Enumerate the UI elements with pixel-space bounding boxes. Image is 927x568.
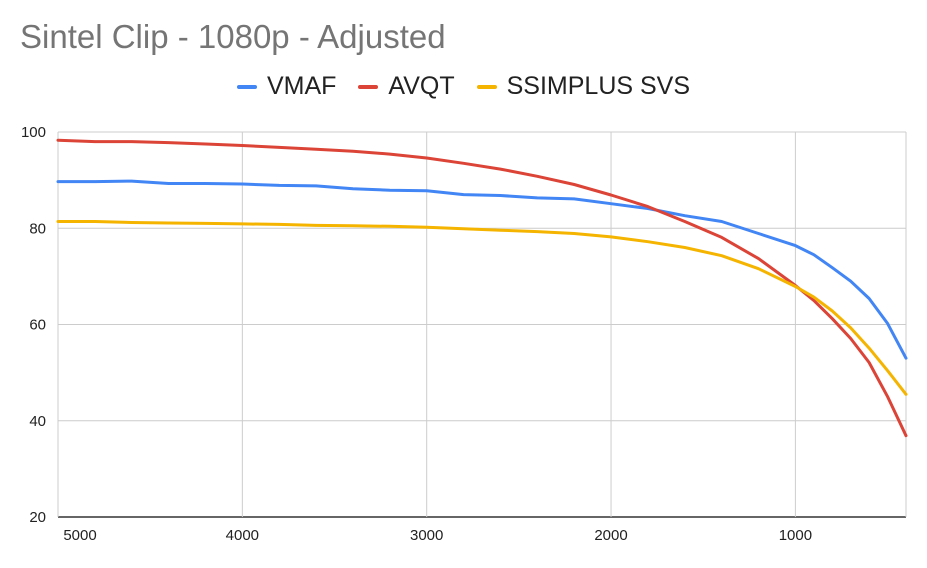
y-tick-label: 80 <box>29 220 46 237</box>
legend: VMAF AVQT SSIMPLUS SVS <box>0 72 927 101</box>
y-tick-label: 20 <box>29 509 46 526</box>
x-axis-ticks: 5000 4000 3000 2000 1000 <box>63 527 812 544</box>
y-tick-label: 40 <box>29 413 46 430</box>
legend-swatch <box>476 84 497 89</box>
series-line-ssimplus-svs <box>56 220 908 396</box>
y-tick-label: 60 <box>29 317 46 334</box>
chart-title: Sintel Clip - 1080p - Adjusted <box>20 18 446 55</box>
series-line-vmaf <box>56 179 908 360</box>
legend-label: SSIMPLUS SVS <box>506 72 691 100</box>
series-lines <box>56 138 908 438</box>
legend-label: AVQT <box>388 72 455 100</box>
x-tick-label: 5000 <box>63 527 96 544</box>
legend-swatch <box>358 84 379 89</box>
y-axis-ticks: 20 40 60 80 100 <box>21 124 46 526</box>
x-tick-label: 2000 <box>594 527 627 544</box>
legend-swatch <box>236 84 257 89</box>
series-line-avqt <box>56 138 908 438</box>
gridlines <box>57 131 907 518</box>
x-tick-label: 3000 <box>410 527 443 544</box>
legend-item: SSIMPLUS SVS <box>476 72 691 101</box>
legend-item: VMAF <box>236 72 337 101</box>
x-tick-label: 4000 <box>226 527 259 544</box>
x-tick-label: 1000 <box>779 527 812 544</box>
legend-label: VMAF <box>266 72 337 100</box>
y-tick-label: 100 <box>21 124 46 141</box>
legend-item: AVQT <box>358 72 455 101</box>
